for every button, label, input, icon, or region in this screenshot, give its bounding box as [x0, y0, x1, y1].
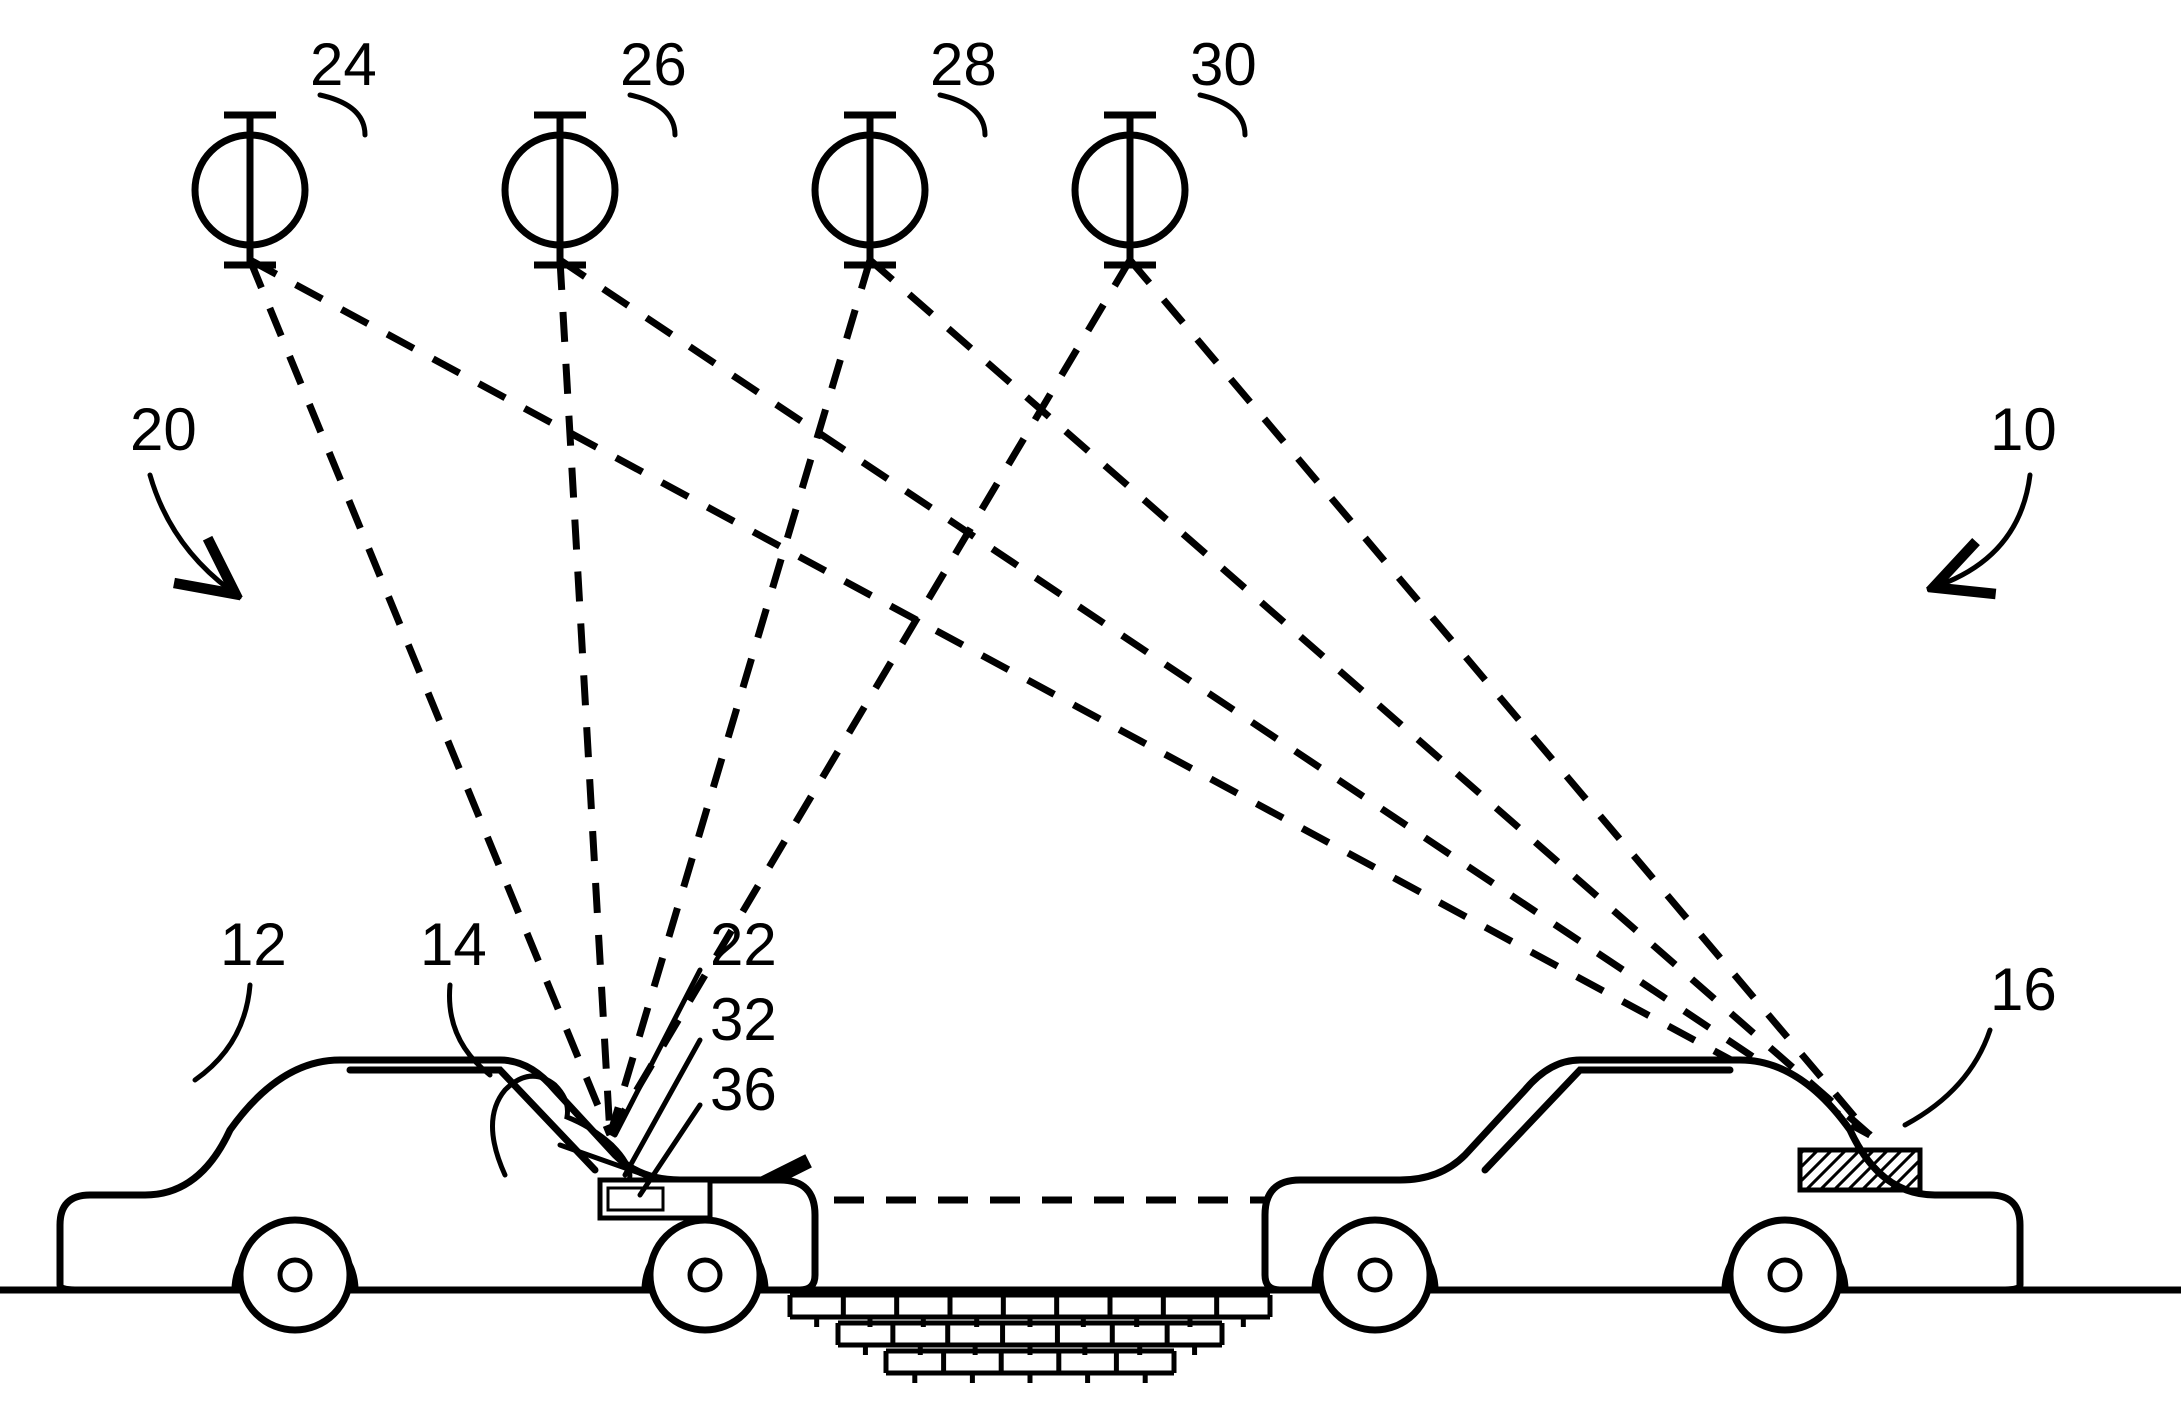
wheel-icon [1320, 1220, 1430, 1330]
label-32: 32 [710, 986, 777, 1053]
leader-30 [1200, 95, 1245, 135]
signal-left-1 [560, 260, 610, 1135]
label-26: 26 [620, 31, 687, 98]
label-30: 30 [1190, 31, 1257, 98]
left-car [60, 1060, 815, 1330]
sat-24 [195, 115, 305, 265]
signal-right-3 [1130, 260, 1870, 1135]
label-14: 14 [420, 911, 487, 978]
wheel-icon [650, 1220, 760, 1330]
sat-26 [505, 115, 615, 265]
wheel-icon [240, 1220, 350, 1330]
label-20: 20 [130, 396, 197, 463]
signal-left-3 [610, 260, 1130, 1135]
transmitter-module [1800, 1150, 1920, 1190]
label-28: 28 [930, 31, 997, 98]
leader-16 [1905, 1030, 1990, 1125]
label-16: 16 [1990, 956, 2057, 1023]
signal-right-2 [870, 260, 1870, 1135]
sat-30 [1075, 115, 1185, 265]
leader-12 [195, 985, 250, 1080]
leader-32 [625, 1040, 700, 1175]
sat-28 [815, 115, 925, 265]
leader-28 [940, 95, 985, 135]
label-24: 24 [310, 31, 377, 98]
leader-10 [1940, 475, 2030, 585]
label-22: 22 [710, 911, 777, 978]
leader-26 [630, 95, 675, 135]
diagram-svg: 24 26 28 30 20 10 12 14 22 3236 16 [0, 0, 2181, 1423]
signal-right-0 [250, 260, 1870, 1135]
signal-left-0 [250, 260, 610, 1135]
receiver-module [600, 1180, 710, 1218]
leader-22 [615, 970, 700, 1135]
right-car [1265, 1060, 2020, 1330]
label-12: 12 [220, 911, 287, 978]
ground-hatch [790, 1295, 1270, 1383]
label-10: 10 [1990, 396, 2057, 463]
leader-20 [150, 475, 230, 590]
wheel-icon [1730, 1220, 1840, 1330]
label-36: 36 [710, 1056, 777, 1123]
leader-24 [320, 95, 365, 135]
